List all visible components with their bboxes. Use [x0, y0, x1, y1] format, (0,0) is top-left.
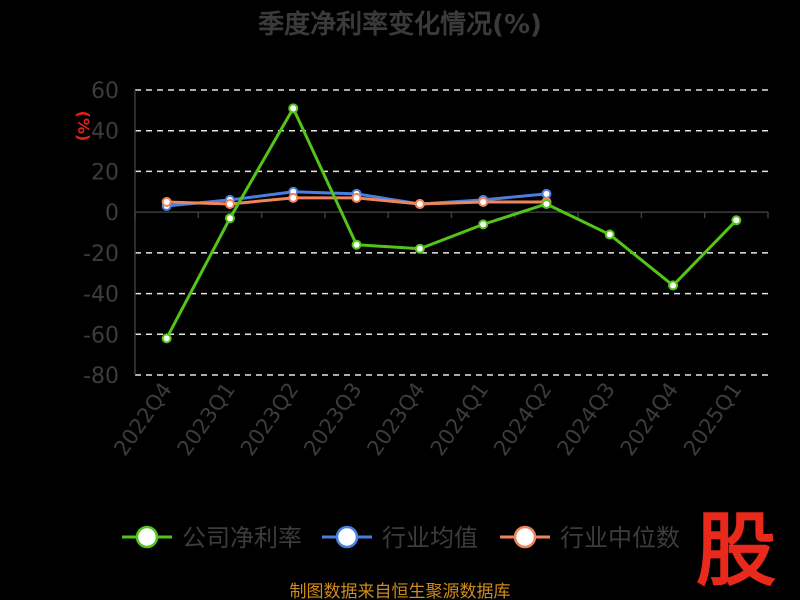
data-point: [414, 243, 425, 254]
source-note: 制图数据来自恒生聚源数据库: [290, 582, 511, 600]
data-point: [351, 192, 362, 203]
legend-label: 公司净利率: [182, 524, 302, 552]
x-tick-label: 2023Q3: [299, 378, 366, 460]
y-tick-label: 40: [91, 120, 119, 145]
y-axis-label: (%): [74, 111, 93, 142]
legend-marker: [335, 525, 359, 549]
data-point: [351, 239, 362, 250]
legend-label: 行业均值: [382, 524, 478, 552]
x-tick-label: 2024Q1: [426, 378, 493, 460]
x-tick-label: 2022Q4: [109, 378, 176, 460]
x-tick-label: 2024Q4: [616, 378, 683, 460]
data-point: [161, 196, 172, 207]
y-tick-label: 20: [91, 160, 119, 185]
logo: 股: [696, 504, 776, 597]
legend-label: 行业中位数: [560, 524, 680, 552]
data-point: [288, 192, 299, 203]
legend-marker: [135, 525, 159, 549]
data-point: [731, 215, 742, 226]
data-point: [541, 188, 552, 199]
x-tick-label: 2023Q4: [362, 378, 429, 460]
data-point: [668, 280, 679, 291]
data-point: [541, 199, 552, 209]
y-tick-label: -40: [83, 283, 119, 308]
chart-title: 季度净利率变化情况(%): [258, 9, 542, 40]
data-point: [478, 219, 489, 230]
grid: [135, 89, 768, 376]
data-point: [161, 333, 172, 344]
x-tick-label: 2023Q2: [236, 378, 303, 460]
axes: 6040200-20-40-60-802022Q42023Q12023Q2202…: [83, 79, 769, 460]
series: [161, 103, 742, 344]
y-tick-label: -20: [83, 242, 119, 267]
series-line: [165, 105, 738, 340]
x-tick-label: 2023Q1: [173, 378, 240, 460]
data-point: [288, 103, 299, 114]
y-tick-label: 0: [105, 201, 119, 226]
data-point: [414, 199, 425, 209]
y-tick-label: -60: [83, 323, 119, 348]
y-tick-label: -80: [83, 364, 119, 389]
data-point: [224, 213, 235, 224]
data-point: [224, 199, 235, 209]
x-tick-label: 2024Q3: [552, 378, 619, 460]
x-tick-label: 2025Q1: [679, 378, 746, 460]
data-point: [478, 196, 489, 207]
legend: 公司净利率 行业均值 行业中位数: [122, 524, 680, 552]
x-tick-label: 2024Q2: [489, 378, 556, 460]
legend-marker: [513, 525, 537, 549]
y-tick-label: 60: [91, 79, 119, 104]
data-point: [604, 229, 615, 240]
